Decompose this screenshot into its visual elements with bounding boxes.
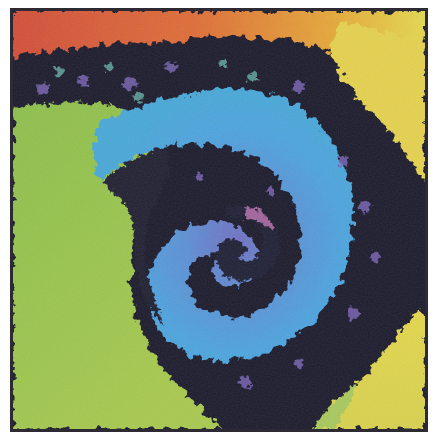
fractal-image — [13, 11, 425, 429]
grain-overlay — [13, 11, 425, 429]
fractal-image-frame — [10, 8, 428, 432]
